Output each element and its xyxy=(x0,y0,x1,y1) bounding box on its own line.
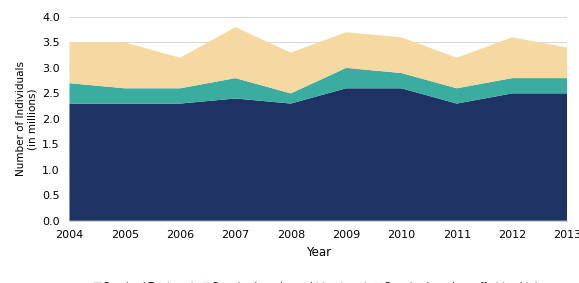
Legend: Received Treatment, Perceived need, sought treatment, Perceived need, no effort : Received Treatment, Perceived need, soug… xyxy=(93,282,544,283)
X-axis label: Year: Year xyxy=(306,246,331,259)
Y-axis label: Number of Individuals
(in millions): Number of Individuals (in millions) xyxy=(16,61,38,176)
